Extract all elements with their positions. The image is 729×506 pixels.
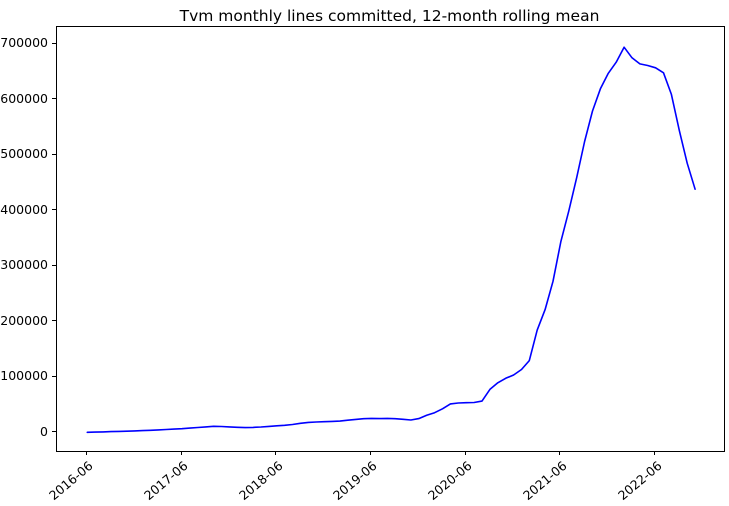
y-tick-label: 200000 [0, 312, 48, 328]
y-tick-label: 600000 [0, 90, 48, 106]
x-tick-mark [275, 451, 277, 455]
x-tick-mark [559, 451, 561, 455]
y-tick-label: 0 [40, 423, 48, 439]
x-tick-label: 2021-06 [519, 458, 570, 504]
y-tick-label: 400000 [0, 201, 48, 217]
x-tick-mark [369, 451, 371, 455]
x-tick-mark [464, 451, 466, 455]
y-tick-mark [52, 431, 56, 433]
y-tick-label: 300000 [0, 257, 48, 273]
y-tick-label: 700000 [0, 35, 48, 51]
x-tick-mark [85, 451, 87, 455]
x-tick-label: 2020-06 [425, 458, 475, 504]
y-tick-mark [52, 98, 56, 100]
x-tick-label: 2017-06 [141, 458, 191, 504]
line-chart-canvas [86, 46, 696, 434]
y-tick-mark [52, 320, 56, 322]
x-tick-mark [654, 451, 656, 455]
y-tick-mark [52, 153, 56, 155]
plot-area [56, 26, 725, 452]
x-tick-label: 2019-06 [330, 458, 381, 504]
y-tick-mark [52, 264, 56, 266]
x-tick-label: 2018-06 [235, 458, 286, 504]
x-tick-mark [180, 451, 182, 455]
x-tick-label: 2016-06 [46, 458, 96, 504]
y-tick-mark [52, 209, 56, 211]
chart-title: Tvm monthly lines committed, 12-month ro… [179, 7, 600, 25]
x-tick-label: 2022-06 [614, 458, 665, 504]
y-tick-label: 500000 [0, 146, 48, 162]
y-tick-mark [52, 42, 56, 44]
y-tick-label: 100000 [0, 368, 48, 384]
y-tick-mark [52, 375, 56, 377]
rolling-mean-line [86, 46, 696, 434]
